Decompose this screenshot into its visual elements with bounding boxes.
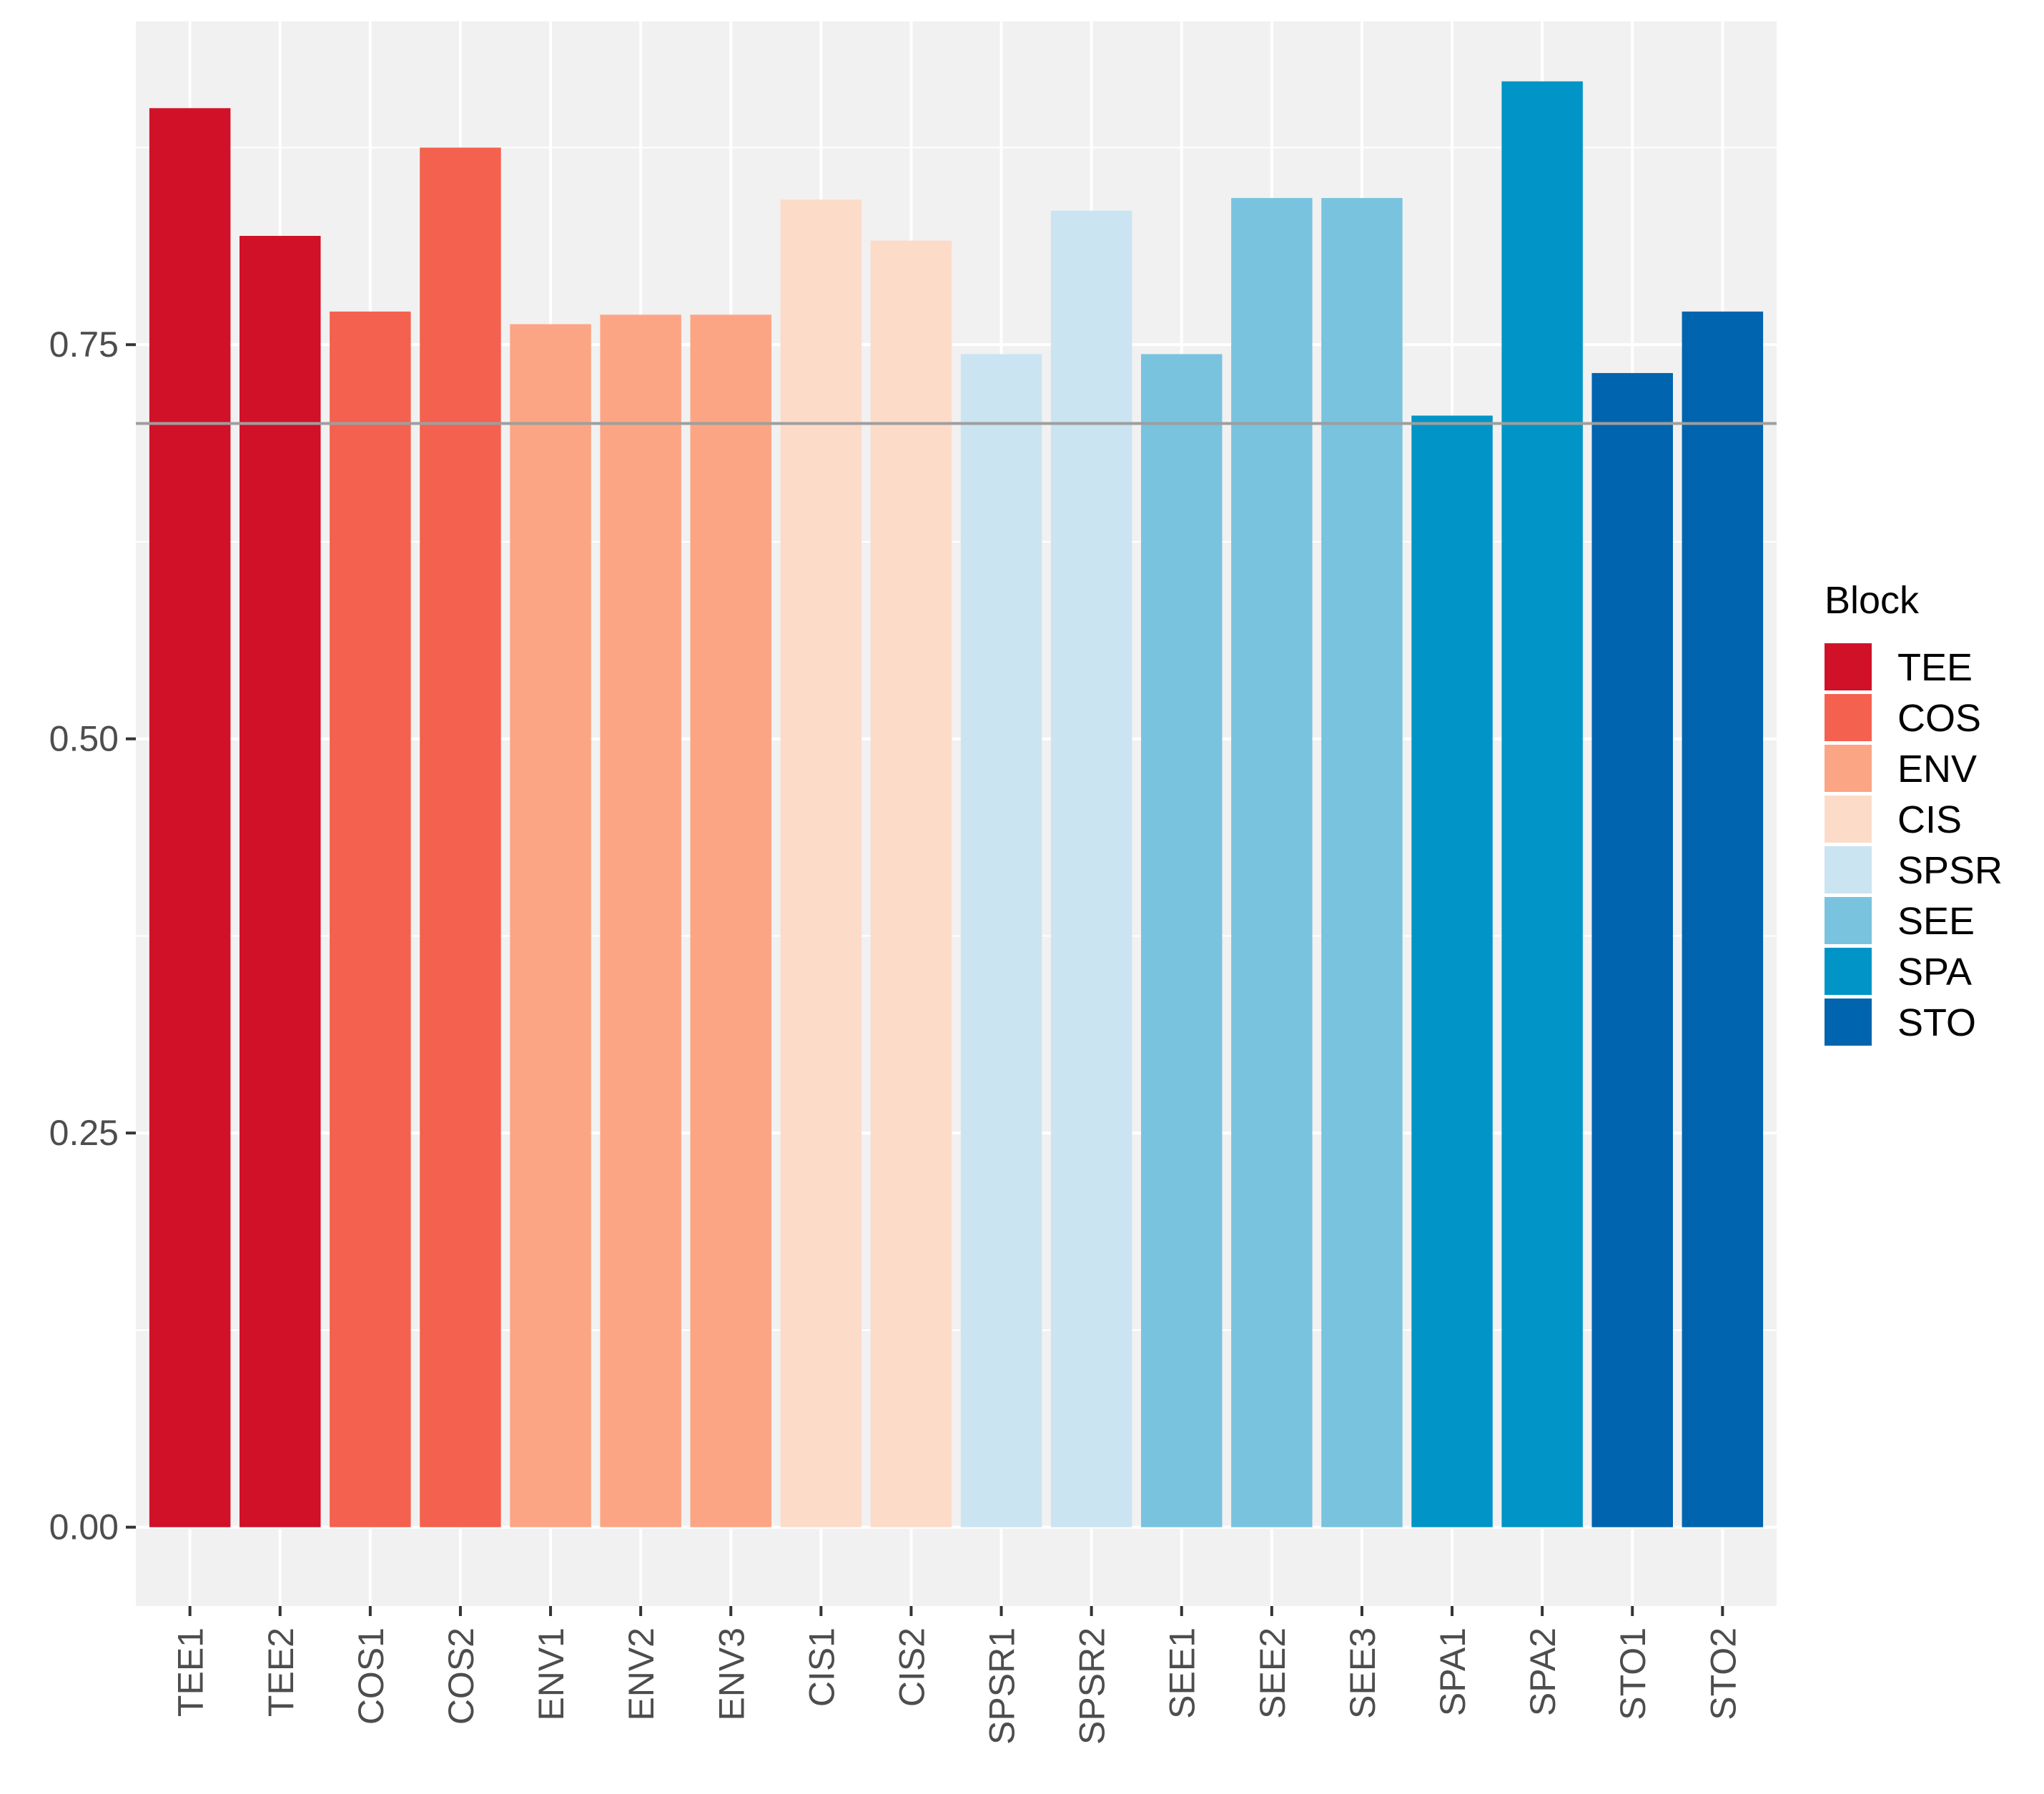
bar-tee1 — [149, 108, 231, 1527]
bar-see3 — [1321, 198, 1403, 1527]
bar-spsr2 — [1050, 210, 1132, 1527]
bar-sto2 — [1682, 311, 1764, 1527]
x-tick-label-see3: SEE3 — [1343, 1627, 1383, 1719]
y-tick-label: 0.25 — [49, 1113, 119, 1153]
x-tick-label-cos2: COS2 — [441, 1627, 481, 1725]
legend-label-see: SEE — [1897, 900, 1975, 943]
bar-env1 — [510, 324, 591, 1527]
legend-label-sto: STO — [1897, 1001, 1976, 1044]
legend-key-see — [1825, 897, 1872, 944]
legend-key-cis — [1825, 796, 1872, 843]
x-tick-label-spa2: SPA2 — [1523, 1627, 1563, 1716]
x-tick-label-see2: SEE2 — [1253, 1627, 1293, 1719]
y-tick-label: 0.50 — [49, 719, 119, 759]
x-tick-label-cos1: COS1 — [351, 1627, 391, 1725]
bars — [149, 81, 1764, 1527]
bar-spa1 — [1411, 415, 1493, 1527]
x-tick-label-see1: SEE1 — [1162, 1627, 1203, 1719]
x-tick-label-spa1: SPA1 — [1433, 1627, 1473, 1716]
x-tick-label-spsr2: SPSR2 — [1072, 1627, 1112, 1745]
bar-see2 — [1231, 198, 1313, 1527]
x-tick-label-env2: ENV2 — [621, 1627, 661, 1721]
x-tick-label-sto2: STO2 — [1703, 1627, 1743, 1720]
y-tick-label: 0.75 — [49, 324, 119, 365]
bar-cos2 — [420, 147, 501, 1527]
legend-key-tee — [1825, 643, 1872, 690]
legend-title: Block — [1825, 579, 1920, 622]
x-tick-label-sto1: STO1 — [1613, 1627, 1653, 1720]
x-tick-label-tee1: TEE1 — [171, 1627, 211, 1717]
bar-cis1 — [780, 199, 862, 1527]
bar-spa2 — [1501, 81, 1583, 1527]
legend-key-cos — [1825, 694, 1872, 741]
legend-key-spsr — [1825, 846, 1872, 893]
bar-env3 — [690, 314, 771, 1527]
x-tick-label-cis2: CIS2 — [892, 1627, 932, 1707]
x-tick-label-tee2: TEE2 — [261, 1627, 301, 1717]
bar-spsr1 — [960, 354, 1042, 1527]
x-axis: TEE1 TEE2 COS1 COS2 ENV1 ENV2 ENV3 CIS1 CIS2 SPSR… — [171, 1606, 1743, 1745]
legend-label-cis: CIS — [1897, 798, 1962, 841]
bar-cis2 — [870, 240, 952, 1527]
y-tick-label: 0.00 — [49, 1507, 119, 1547]
legend-key-sto — [1825, 998, 1872, 1046]
legend-label-spa: SPA — [1897, 951, 1972, 993]
bar-env2 — [600, 314, 681, 1527]
bar-see1 — [1141, 354, 1223, 1527]
x-tick-label-spsr1: SPSR1 — [982, 1627, 1022, 1745]
x-tick-label-env3: ENV3 — [711, 1627, 751, 1721]
legend-label-env: ENV — [1897, 748, 1977, 791]
x-tick-label-env1: ENV1 — [531, 1627, 571, 1721]
legend-label-tee: TEE — [1897, 646, 1973, 689]
legend-label-spsr: SPSR — [1897, 849, 2003, 892]
legend: Block TEE COS ENV CIS SPSR SEE SPA STO — [1825, 579, 2003, 1046]
legend-key-env — [1825, 745, 1872, 792]
legend-key-spa — [1825, 948, 1872, 995]
bar-cos1 — [330, 311, 411, 1527]
legend-label-cos: COS — [1897, 697, 1981, 740]
bar-sto1 — [1591, 372, 1673, 1527]
y-axis: 0.00 0.25 0.50 0.75 — [49, 324, 136, 1547]
bar-tee2 — [240, 236, 321, 1527]
x-tick-label-cis1: CIS1 — [801, 1627, 841, 1707]
